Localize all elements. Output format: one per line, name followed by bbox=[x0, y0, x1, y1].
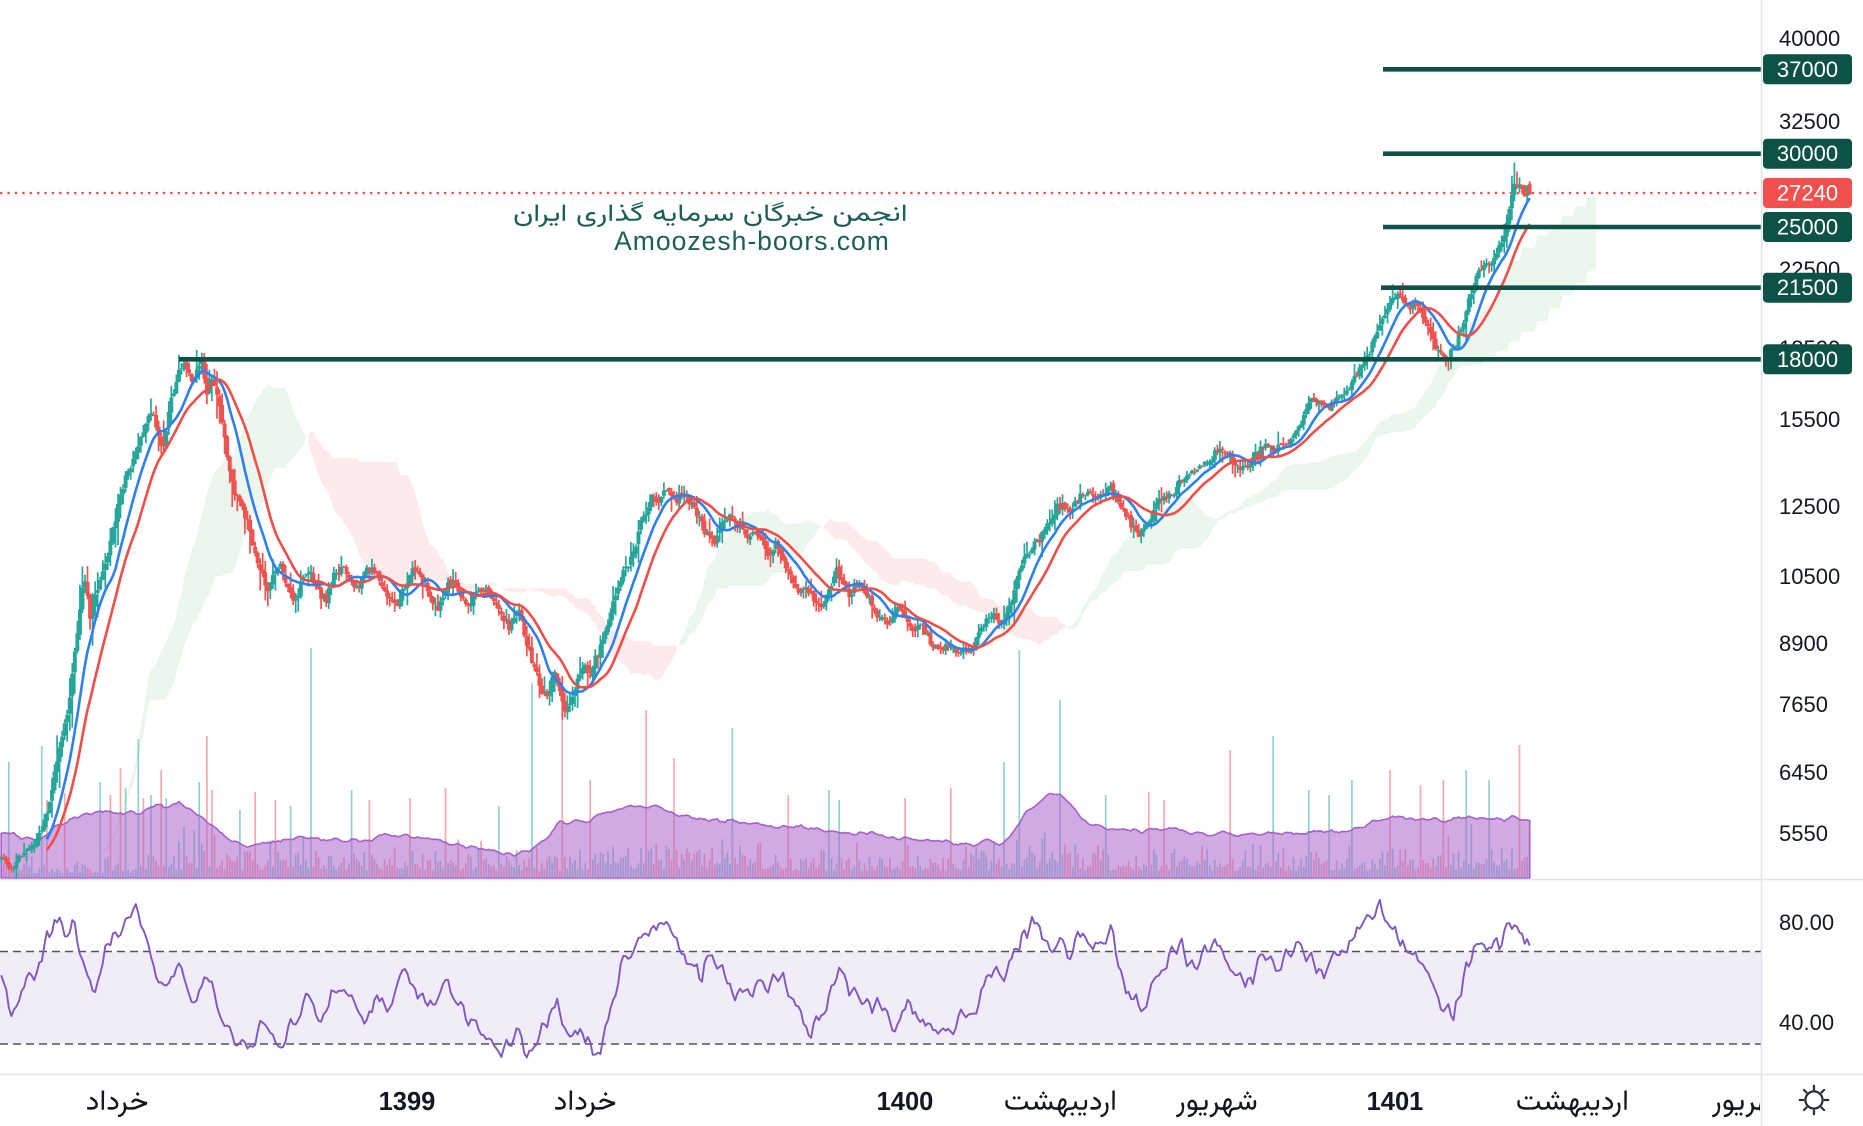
svg-text:80.00: 80.00 bbox=[1779, 910, 1834, 935]
svg-text:7650: 7650 bbox=[1779, 692, 1828, 717]
svg-text:1400: 1400 bbox=[877, 1088, 934, 1116]
svg-text:Amoozesh-boors.com: Amoozesh-boors.com bbox=[614, 226, 890, 256]
svg-text:40000: 40000 bbox=[1779, 26, 1840, 51]
svg-text:8900: 8900 bbox=[1779, 631, 1828, 656]
svg-text:5550: 5550 bbox=[1779, 821, 1828, 846]
svg-text:18000: 18000 bbox=[1777, 347, 1838, 372]
svg-text:37000: 37000 bbox=[1777, 57, 1838, 82]
svg-text:12500: 12500 bbox=[1779, 494, 1840, 519]
svg-text:15500: 15500 bbox=[1779, 407, 1840, 432]
svg-text:21500: 21500 bbox=[1777, 275, 1838, 300]
svg-text:25000: 25000 bbox=[1777, 215, 1838, 240]
svg-text:1401: 1401 bbox=[1367, 1088, 1424, 1116]
svg-text:30000: 30000 bbox=[1777, 141, 1838, 166]
svg-text:1399: 1399 bbox=[379, 1088, 436, 1116]
svg-text:32500: 32500 bbox=[1779, 109, 1840, 134]
svg-text:40.00: 40.00 bbox=[1779, 1010, 1834, 1035]
svg-text:10500: 10500 bbox=[1779, 564, 1840, 589]
svg-text:6450: 6450 bbox=[1779, 760, 1828, 785]
svg-text:27240: 27240 bbox=[1777, 181, 1838, 206]
